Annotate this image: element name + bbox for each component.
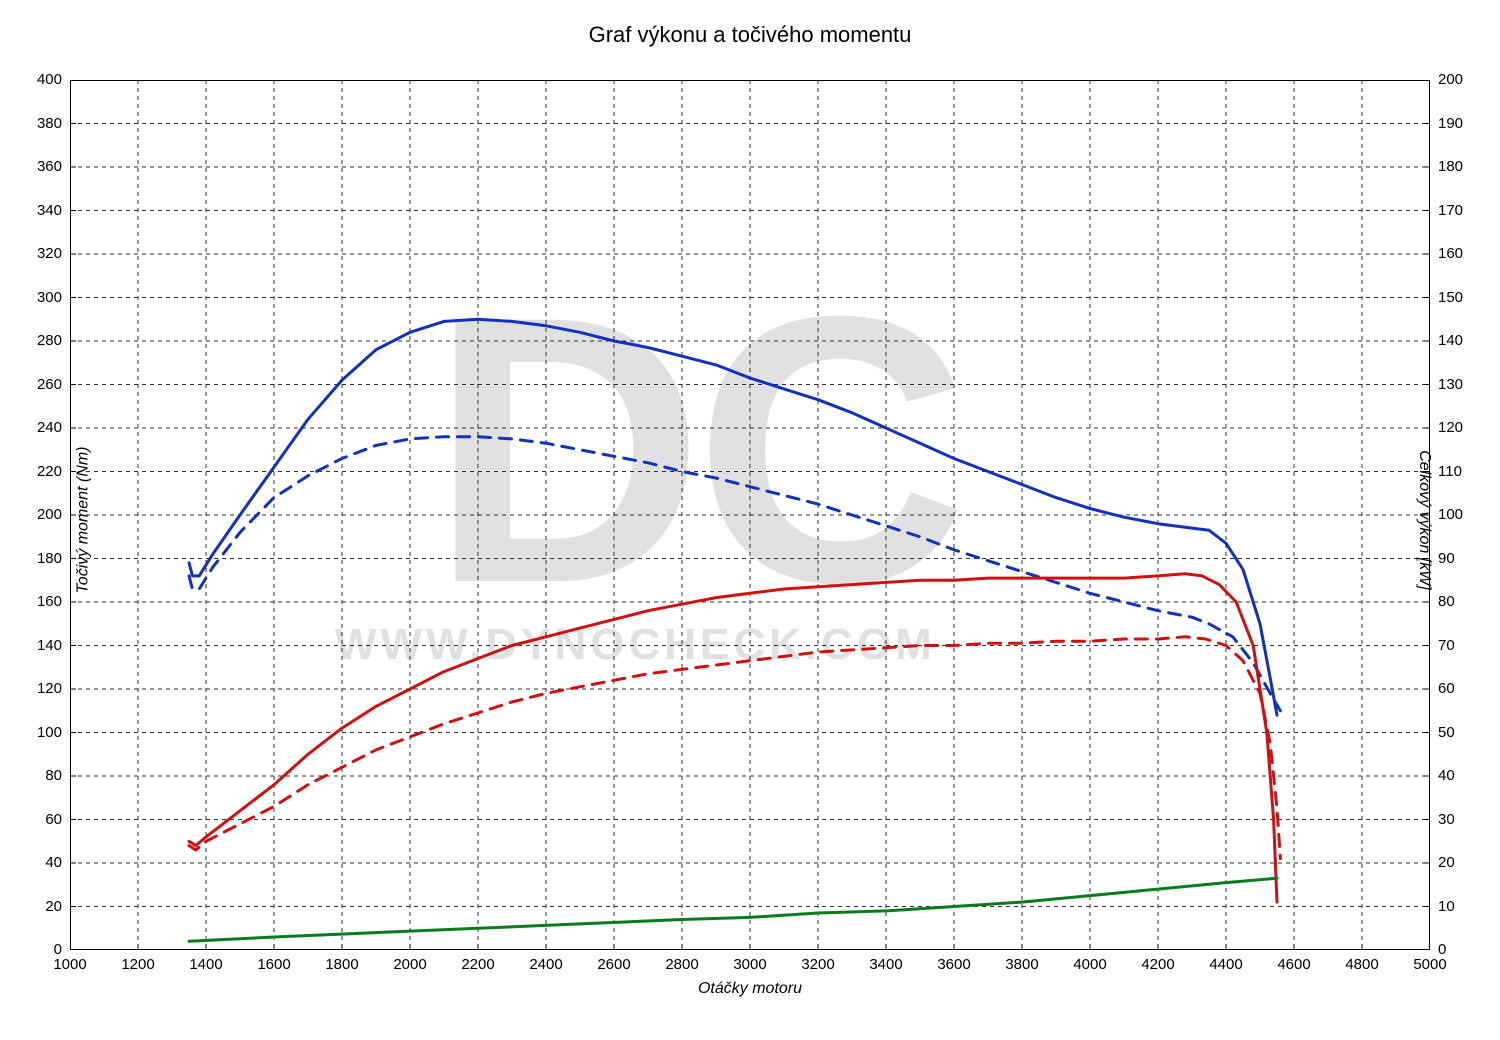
tick-label: 180 bbox=[37, 550, 62, 567]
tick-label: 340 bbox=[37, 202, 62, 219]
tick-label: 140 bbox=[1438, 332, 1463, 349]
tick-label: 160 bbox=[37, 593, 62, 610]
tick-label: 50 bbox=[1438, 724, 1455, 741]
tick-label: 10 bbox=[1438, 898, 1455, 915]
series-power_tuned bbox=[189, 574, 1277, 902]
tick-label: 0 bbox=[1438, 941, 1446, 958]
tick-label: 4600 bbox=[1277, 956, 1310, 973]
tick-label: 170 bbox=[1438, 202, 1463, 219]
tick-label: 5000 bbox=[1413, 956, 1446, 973]
tick-label: 200 bbox=[37, 506, 62, 523]
tick-label: 1600 bbox=[257, 956, 290, 973]
tick-label: 3800 bbox=[1005, 956, 1038, 973]
y-axis-right-label: Celkový výkon [kW] bbox=[1415, 450, 1433, 590]
tick-label: 2200 bbox=[461, 956, 494, 973]
tick-label: 360 bbox=[37, 158, 62, 175]
tick-label: 3400 bbox=[869, 956, 902, 973]
tick-label: 140 bbox=[37, 637, 62, 654]
tick-label: 60 bbox=[45, 811, 62, 828]
tick-label: 220 bbox=[37, 463, 62, 480]
tick-label: 150 bbox=[1438, 289, 1463, 306]
tick-label: 1000 bbox=[53, 956, 86, 973]
tick-label: 30 bbox=[1438, 811, 1455, 828]
tick-label: 70 bbox=[1438, 637, 1455, 654]
tick-label: 0 bbox=[54, 941, 62, 958]
tick-label: 60 bbox=[1438, 680, 1455, 697]
tick-label: 20 bbox=[1438, 854, 1455, 871]
tick-label: 4400 bbox=[1209, 956, 1242, 973]
y-axis-left-label: Točivý moment (Nm) bbox=[74, 447, 92, 594]
tick-label: 4000 bbox=[1073, 956, 1106, 973]
tick-label: 90 bbox=[1438, 550, 1455, 567]
tick-label: 300 bbox=[37, 289, 62, 306]
dyno-chart: Graf výkonu a točivého momentu DC WWW.DY… bbox=[0, 0, 1500, 1040]
series-torque_stock bbox=[189, 437, 1280, 711]
tick-label: 3000 bbox=[733, 956, 766, 973]
tick-label: 120 bbox=[37, 680, 62, 697]
tick-label: 190 bbox=[1438, 115, 1463, 132]
tick-label: 180 bbox=[1438, 158, 1463, 175]
tick-label: 40 bbox=[1438, 767, 1455, 784]
tick-label: 380 bbox=[37, 115, 62, 132]
tick-label: 100 bbox=[37, 724, 62, 741]
tick-label: 2800 bbox=[665, 956, 698, 973]
tick-label: 400 bbox=[37, 71, 62, 88]
tick-label: 3200 bbox=[801, 956, 834, 973]
tick-label: 1800 bbox=[325, 956, 358, 973]
tick-label: 120 bbox=[1438, 419, 1463, 436]
tick-label: 100 bbox=[1438, 506, 1463, 523]
tick-label: 2400 bbox=[529, 956, 562, 973]
tick-label: 1200 bbox=[121, 956, 154, 973]
chart-title: Graf výkonu a točivého momentu bbox=[0, 22, 1500, 48]
series-loss_curve bbox=[189, 878, 1277, 941]
tick-label: 40 bbox=[45, 854, 62, 871]
tick-label: 160 bbox=[1438, 245, 1463, 262]
series-torque_tuned bbox=[189, 319, 1277, 715]
tick-label: 110 bbox=[1438, 463, 1462, 480]
series-power_stock bbox=[189, 637, 1280, 859]
tick-label: 2000 bbox=[393, 956, 426, 973]
tick-label: 80 bbox=[1438, 593, 1455, 610]
plot-area bbox=[70, 80, 1430, 950]
x-axis-label: Otáčky motoru bbox=[0, 980, 1500, 998]
tick-label: 260 bbox=[37, 376, 62, 393]
tick-label: 80 bbox=[45, 767, 62, 784]
tick-label: 2600 bbox=[597, 956, 630, 973]
tick-label: 320 bbox=[37, 245, 62, 262]
tick-label: 4800 bbox=[1345, 956, 1378, 973]
tick-label: 1400 bbox=[189, 956, 222, 973]
tick-label: 240 bbox=[37, 419, 62, 436]
tick-label: 130 bbox=[1438, 376, 1463, 393]
tick-label: 200 bbox=[1438, 71, 1463, 88]
tick-label: 280 bbox=[37, 332, 62, 349]
tick-label: 3600 bbox=[937, 956, 970, 973]
tick-label: 4200 bbox=[1141, 956, 1174, 973]
tick-label: 20 bbox=[45, 898, 62, 915]
